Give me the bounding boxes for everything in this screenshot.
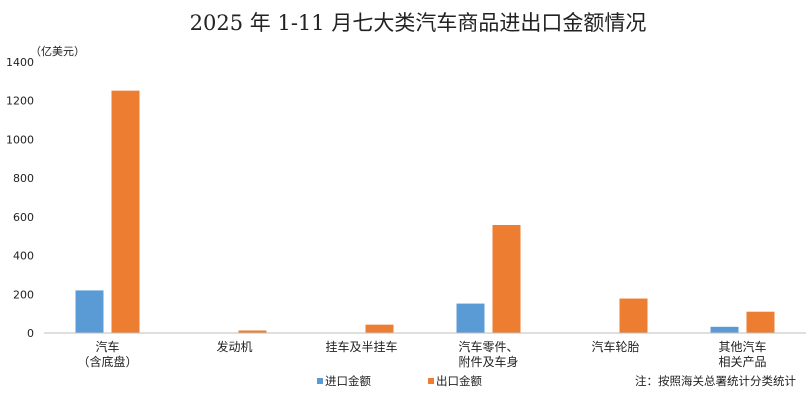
- bar-import-0: [75, 290, 104, 333]
- bar-export-0: [111, 90, 140, 333]
- source-note: 注：按照海关总署统计分类统计: [635, 374, 796, 388]
- y-tick-label: 600: [13, 211, 34, 224]
- x-category-label: 发动机: [216, 339, 252, 354]
- bar-export-2: [365, 324, 394, 333]
- bar-export-5: [746, 311, 775, 333]
- bars: [75, 90, 775, 333]
- x-category-label: （含底盘）: [77, 354, 137, 369]
- bar-export-3: [492, 224, 521, 333]
- legend-label: 进口金额: [325, 374, 371, 388]
- y-tick-label: 200: [13, 288, 34, 301]
- x-category-label: 汽车轮胎: [591, 339, 639, 354]
- legend: 进口金额 出口金额: [317, 374, 482, 388]
- y-axis-unit-label: （亿美元）: [30, 45, 85, 58]
- bar-import-3: [456, 303, 485, 333]
- y-tick-label: 400: [13, 250, 34, 263]
- bar-import-5: [710, 326, 739, 333]
- bar-export-1: [238, 330, 267, 333]
- x-category-label: 附件及车身: [458, 354, 518, 369]
- y-tick-label: 1000: [6, 133, 34, 146]
- y-tick-label: 1200: [6, 95, 34, 108]
- y-tick-label: 800: [13, 172, 34, 185]
- y-tick-label: 1400: [6, 56, 34, 69]
- bar-export-4: [619, 298, 648, 333]
- x-category-label: 汽车: [95, 339, 119, 354]
- x-category-label: 汽车零件、: [458, 339, 518, 354]
- legend-swatch: [428, 378, 434, 384]
- legend-swatch: [317, 378, 323, 384]
- y-tick-label: 0: [27, 327, 34, 340]
- x-category-label: 其他汽车: [718, 339, 766, 354]
- x-category-label: 相关产品: [718, 355, 766, 369]
- y-axis-ticks: 0 200 400 600 800 1000 1200 1400: [6, 56, 34, 340]
- chart-title: 2025 年 1-11 月七大类汽车商品进出口金额情况: [190, 11, 647, 35]
- legend-label: 出口金额: [436, 374, 482, 388]
- x-category-label: 挂车及半挂车: [325, 339, 397, 354]
